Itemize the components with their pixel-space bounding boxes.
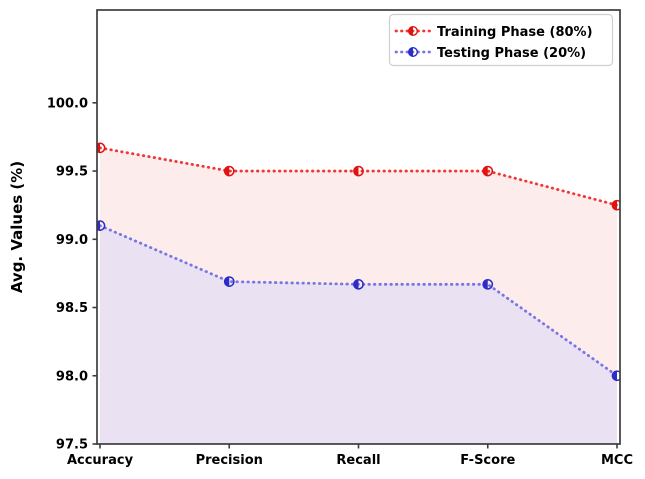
data-point-marker-outline <box>97 142 106 154</box>
y-tick-label: 98.5 <box>56 301 88 316</box>
legend-label: Training Phase (80%) <box>437 25 593 40</box>
data-point-marker-outline <box>353 165 364 177</box>
data-point-marker-outline <box>482 278 494 290</box>
data-point-marker-outline <box>223 276 235 287</box>
data-point-marker-outline <box>97 220 106 231</box>
y-tick-label: 99.0 <box>56 233 88 248</box>
y-tick-label: 99.5 <box>56 165 88 180</box>
y-tick-label: 97.5 <box>56 438 88 453</box>
x-tick-label: F-Score <box>460 453 515 468</box>
y-tick-label: 100.0 <box>47 96 88 111</box>
data-point-marker-outline <box>482 165 494 177</box>
legend: Training Phase (80%) Testing Phase (20%) <box>388 13 614 67</box>
y-tick-label: 98.0 <box>56 369 88 384</box>
x-tick-label: Precision <box>196 453 263 468</box>
area-fill-testing <box>100 225 617 444</box>
y-axis-label: Avg. Values (%) <box>8 161 26 293</box>
x-tick-label: Recall <box>336 453 380 468</box>
x-tick-label: MCC <box>601 453 633 468</box>
legend-marker-outline <box>408 47 419 58</box>
data-point-marker-outline <box>353 278 364 290</box>
data-point-marker-outline <box>611 370 620 382</box>
data-point-marker-outline <box>223 165 235 177</box>
legend-box <box>388 13 614 67</box>
data-point-marker-outline <box>611 199 620 211</box>
markers-group <box>97 142 620 382</box>
series-line-training <box>98 146 619 207</box>
legend-marker-outline <box>408 26 419 37</box>
x-tick-label: Accuracy <box>67 453 134 468</box>
legend-label: Testing Phase (20%) <box>437 46 586 61</box>
